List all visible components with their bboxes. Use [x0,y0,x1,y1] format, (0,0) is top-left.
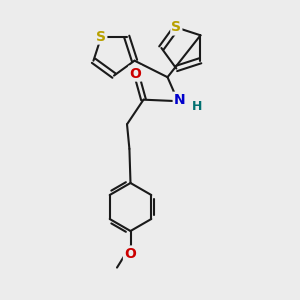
Text: N: N [174,93,185,107]
Text: O: O [124,247,136,260]
Text: H: H [191,100,202,113]
Text: S: S [96,29,106,44]
Text: O: O [129,67,141,81]
Text: S: S [171,20,181,34]
